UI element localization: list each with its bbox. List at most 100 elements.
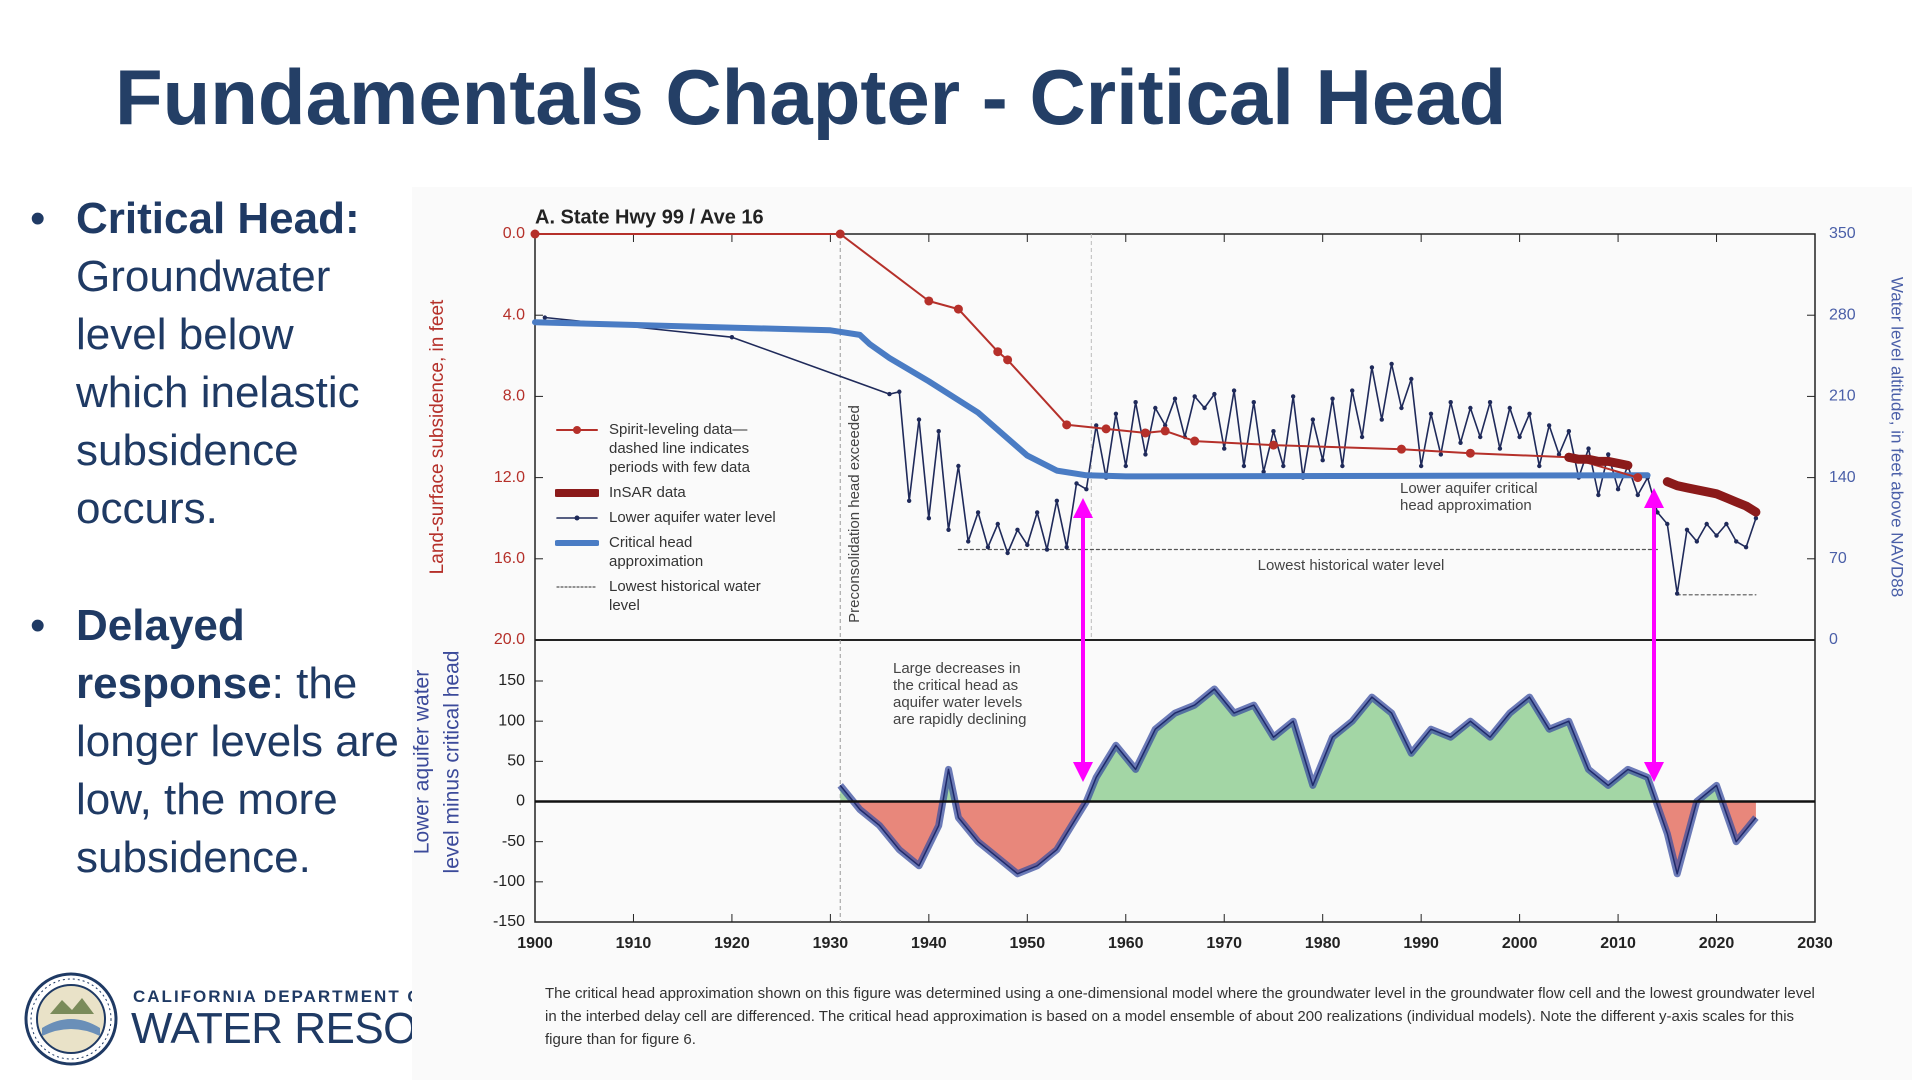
bullet-body: Groundwater level below which inelastic …	[76, 252, 360, 533]
legend-label: Lower aquifer water level	[609, 509, 776, 526]
data-point	[1507, 405, 1512, 411]
y-tick-label: 4.0	[503, 306, 525, 323]
data-point	[1330, 396, 1335, 401]
legend-marker	[574, 515, 580, 521]
y2-tick-label: 210	[1829, 388, 1856, 405]
data-point	[1340, 463, 1345, 469]
x-tick-label: 1930	[813, 935, 849, 952]
data-point	[1546, 423, 1552, 428]
annotation: Preconsolidation head exceeded	[846, 405, 863, 623]
legend-label: Spirit-leveling data—dashed line indicat…	[609, 421, 750, 476]
data-point	[1704, 521, 1709, 527]
x-tick-label: 2010	[1600, 935, 1636, 952]
data-point	[1143, 452, 1148, 457]
legend-entry: Lowest historical water level	[555, 577, 825, 615]
data-point	[966, 539, 971, 544]
y-tick-label: 20.0	[494, 631, 525, 648]
data-point	[1025, 542, 1030, 548]
x-tick-label: 1990	[1403, 935, 1439, 952]
y-tick-label: -150	[493, 913, 525, 930]
data-point	[1448, 400, 1453, 405]
data-point	[1310, 417, 1316, 422]
data-point	[1202, 405, 1207, 411]
data-point	[985, 545, 991, 550]
data-point	[1190, 436, 1200, 446]
bullet-bold: Critical Head:	[76, 194, 360, 243]
legend-swatch	[556, 515, 598, 521]
data-point	[1674, 591, 1680, 596]
data-point	[1409, 376, 1414, 382]
y-tick-label: 0	[516, 793, 525, 810]
data-point	[1231, 388, 1237, 393]
legend-swatch	[555, 489, 599, 497]
data-point	[926, 516, 932, 521]
y2-tick-label: 350	[1829, 225, 1856, 242]
data-point	[1133, 400, 1138, 405]
data-point	[1123, 463, 1128, 469]
data-point	[1537, 463, 1542, 469]
x-tick-label: 2020	[1699, 935, 1735, 952]
legend-entry: Spirit-leveling data—dashed line indicat…	[555, 420, 825, 477]
legend: Spirit-leveling data—dashed line indicat…	[555, 420, 825, 621]
data-point	[936, 429, 941, 434]
plot-area: 0.0 4.0 8.0 12.0 16.0 20.0 0 70 140 210 280 350 -150…	[493, 225, 1856, 952]
data-point	[906, 498, 912, 503]
legend-label: Lowest historical water level	[609, 578, 761, 614]
data-point	[1350, 388, 1355, 393]
data-point	[1428, 411, 1434, 416]
data-point	[1074, 481, 1079, 486]
annotation: Large decreases in the critical head as …	[893, 660, 1027, 728]
data-point	[1556, 452, 1562, 457]
data-point	[995, 521, 1000, 527]
data-point	[1399, 405, 1404, 411]
plot-frame	[534, 233, 1816, 923]
data-point	[1192, 394, 1197, 399]
data-point	[1369, 365, 1375, 370]
data-point	[1015, 527, 1020, 532]
data-point	[1101, 424, 1111, 434]
data-point	[946, 527, 951, 532]
data-point	[1044, 547, 1050, 552]
y-tick-label: 0.0	[503, 225, 525, 242]
x-tick-label: 1950	[1010, 935, 1046, 952]
data-point	[1633, 473, 1643, 483]
legend-swatch	[556, 426, 598, 434]
data-point	[1261, 469, 1266, 474]
data-point	[542, 315, 548, 320]
y-axis-label: level minus critical head	[441, 651, 464, 874]
data-point	[1281, 463, 1286, 469]
data-point	[1487, 400, 1493, 405]
x-tick-label: 1940	[911, 935, 947, 952]
bullet-body: : the longer levels are low, the more su…	[76, 659, 399, 882]
x-tick-label: 2030	[1797, 935, 1833, 952]
data-point	[1743, 545, 1749, 550]
x-tick-label: 1970	[1206, 935, 1242, 952]
legend-label: InSAR data	[609, 484, 686, 501]
data-point	[1359, 434, 1365, 440]
logo-seal	[24, 972, 118, 1066]
data-point	[1251, 400, 1256, 405]
bullet-dot: •	[30, 194, 46, 243]
data-point	[1005, 550, 1010, 556]
series-line	[839, 688, 1757, 875]
data-point	[1212, 391, 1217, 397]
data-point	[1635, 492, 1640, 498]
caption: The critical head approximation shown on…	[545, 985, 1815, 1048]
data-point	[993, 347, 1003, 357]
y-tick-label: 150	[498, 672, 525, 689]
data-point	[729, 335, 735, 340]
data-point	[1694, 539, 1700, 544]
data-point	[1684, 527, 1690, 532]
legend-label: Critical head approximation	[609, 534, 704, 570]
data-point	[1222, 446, 1227, 451]
data-point	[1054, 498, 1060, 503]
y-tick-label: 16.0	[494, 550, 525, 567]
x-tick-label: 1920	[714, 935, 750, 952]
data-point	[1268, 440, 1278, 450]
annotation: Lowest historical water level	[1258, 557, 1445, 574]
data-point	[1665, 521, 1670, 527]
chart-title: A. State Hwy 99 / Ave 16	[535, 206, 764, 228]
x-tick-label: 1910	[616, 935, 652, 952]
data-point	[1527, 411, 1532, 416]
